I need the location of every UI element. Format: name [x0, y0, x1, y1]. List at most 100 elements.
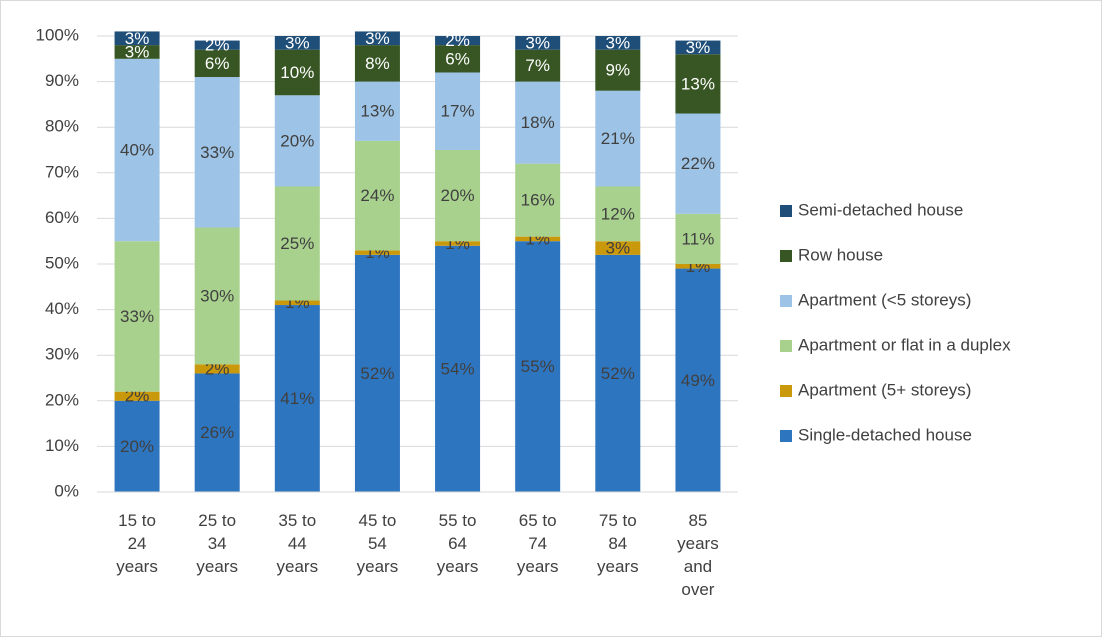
bar-segment	[114, 58, 160, 242]
legend-swatch	[780, 430, 792, 442]
data-label: 33%	[200, 143, 234, 162]
data-label: 33%	[120, 307, 154, 326]
data-label: 3%	[686, 38, 711, 57]
bar-segment	[595, 254, 641, 492]
data-label: 12%	[601, 204, 635, 223]
bar-segment	[675, 268, 721, 492]
data-label: 3%	[525, 33, 550, 52]
data-label: 3%	[125, 42, 150, 61]
legend-label: Single-detached house	[798, 425, 972, 444]
bar-segment	[515, 236, 561, 242]
bar-segment	[595, 186, 641, 242]
bar-segment	[675, 54, 721, 114]
y-tick-label: 60%	[45, 208, 79, 227]
bar-segment	[354, 140, 400, 251]
bar-segment	[194, 49, 240, 78]
data-label: 2%	[205, 36, 230, 55]
bar-segment	[274, 305, 320, 492]
data-label: 54%	[441, 359, 475, 378]
data-label: 26%	[200, 423, 234, 442]
bar-segment	[515, 49, 561, 82]
data-label: 20%	[280, 131, 314, 150]
bar-segment	[435, 150, 481, 242]
data-label: 11%	[682, 229, 715, 248]
x-tick-label: 75 to 84 years	[597, 511, 639, 576]
bar-segment	[675, 40, 721, 55]
legend-swatch	[780, 340, 792, 352]
bar-segment	[114, 31, 160, 46]
data-label: 40%	[120, 140, 154, 159]
legend-label: Apartment (<5 storeys)	[798, 290, 971, 309]
x-tick-label: 55 to 64 years	[437, 511, 479, 576]
data-label: 8%	[365, 54, 390, 73]
x-tick-label: 85 years and over	[677, 511, 719, 599]
bar-segment	[274, 300, 320, 306]
x-tick-label: 45 to 54 years	[357, 511, 399, 576]
x-tick-label: 65 to 74 years	[517, 511, 559, 576]
data-label: 25%	[280, 234, 314, 253]
data-label: 10%	[280, 63, 314, 82]
y-tick-label: 30%	[45, 345, 79, 364]
data-label: 20%	[120, 437, 154, 456]
legend-label: Apartment or flat in a duplex	[798, 335, 1011, 354]
bar-segment	[194, 40, 240, 50]
y-tick-label: 10%	[45, 436, 79, 455]
bar-segment	[675, 113, 721, 214]
bar-segment	[274, 95, 320, 187]
bar-segment	[595, 90, 641, 187]
bar-segment	[354, 31, 400, 46]
bar-segment	[675, 213, 721, 264]
y-tick-label: 0%	[54, 481, 79, 500]
data-label: 21%	[601, 129, 635, 148]
bar-segment	[274, 186, 320, 301]
bar-segment	[515, 163, 561, 237]
bar-segment	[194, 77, 240, 228]
bar-segment	[114, 45, 160, 59]
x-tick-label: 35 to 44 years	[277, 511, 319, 576]
bar-segment	[114, 241, 160, 392]
data-label: 3%	[365, 29, 390, 48]
bar-segment	[274, 49, 320, 96]
bar-segment	[435, 245, 481, 492]
data-label: 6%	[205, 54, 230, 73]
data-label: 17%	[441, 102, 475, 121]
bar-segment	[595, 36, 641, 50]
bar-segment	[515, 36, 561, 50]
data-label: 52%	[601, 364, 635, 383]
legend-swatch	[780, 385, 792, 397]
data-label: 13%	[360, 102, 394, 121]
bar-segment	[354, 250, 400, 255]
bar-segment	[274, 36, 320, 50]
y-tick-label: 80%	[45, 117, 79, 136]
legend-label: Apartment (5+ storeys)	[798, 380, 971, 399]
bar-segment	[595, 49, 641, 91]
bar-segment	[194, 227, 240, 365]
data-label: 49%	[681, 371, 715, 390]
bar-segment	[595, 241, 641, 255]
data-label: 7%	[525, 56, 550, 75]
data-label: 3%	[606, 33, 631, 52]
legend-label: Semi-detached house	[798, 200, 963, 219]
bar-segment	[194, 373, 240, 492]
y-tick-label: 40%	[45, 299, 79, 318]
legend-label: Row house	[798, 245, 883, 264]
legend-swatch	[780, 295, 792, 307]
bar-segment	[114, 391, 160, 401]
data-label: 20%	[441, 186, 475, 205]
data-label: 9%	[606, 61, 631, 80]
x-tick-label: 25 to 34 years	[196, 511, 238, 576]
data-label: 13%	[681, 74, 715, 93]
data-label: 52%	[360, 364, 394, 383]
bar-segment	[515, 81, 561, 164]
bar-segment	[435, 72, 481, 150]
bar-segment	[435, 36, 481, 46]
data-label: 2%	[445, 31, 470, 50]
data-label: 3%	[285, 33, 310, 52]
bar-segment	[435, 45, 481, 73]
legend-swatch	[780, 250, 792, 262]
data-label: 3%	[606, 239, 631, 258]
y-tick-label: 70%	[45, 162, 79, 181]
data-label: 16%	[521, 191, 555, 210]
bar-segment	[114, 400, 160, 492]
bar-segment	[435, 241, 481, 246]
